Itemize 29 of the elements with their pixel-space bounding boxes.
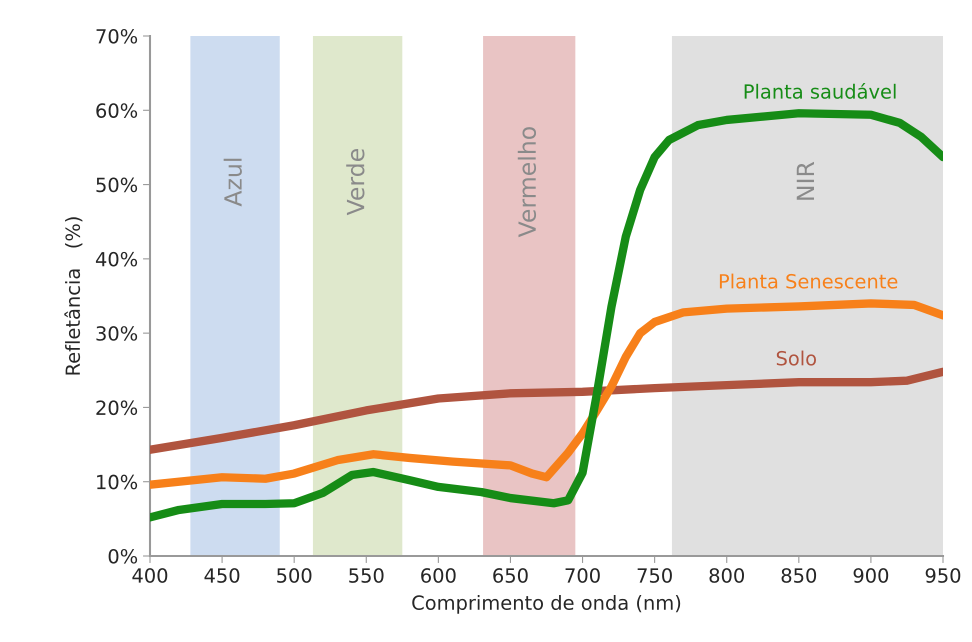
x-tick-label: 500	[277, 568, 312, 583]
x-tick-label: 650	[493, 568, 528, 583]
x-tick-label: 450	[204, 568, 240, 583]
band-label: Verde	[346, 149, 364, 216]
y-tick-label: 40%	[96, 252, 138, 267]
series-label: Planta Senescente	[720, 274, 898, 289]
x-tick-label: 700	[566, 568, 600, 583]
y-axis-title: Refletância (%)	[64, 217, 82, 375]
x-tick-label: 600	[421, 568, 456, 583]
x-tick-label: 950	[926, 568, 960, 583]
x-tick-label: 400	[132, 568, 168, 583]
x-tick-label: 850	[782, 568, 816, 583]
y-tick-label: 60%	[96, 103, 138, 118]
band-label: Azul	[224, 158, 242, 206]
y-tick-label: 0%	[108, 548, 138, 564]
y-tick-label: 50%	[96, 178, 138, 192]
y-tick-label: 70%	[96, 28, 138, 44]
x-tick-label: 900	[854, 568, 888, 583]
band-label: Vermelho	[518, 127, 536, 238]
y-tick-label: 10%	[97, 474, 138, 490]
x-tick-label: 750	[638, 568, 672, 583]
series-label: Solo	[776, 350, 816, 366]
x-tick-label: 550	[349, 568, 384, 583]
x-tick-label: 800	[709, 568, 744, 583]
y-tick-label: 30%	[96, 326, 138, 341]
y-tick-label: 20%	[96, 400, 138, 416]
x-axis-title: Comprimento de onda (nm)	[412, 594, 680, 614]
band-label: NIR	[796, 162, 814, 200]
series-label: Planta saudável	[744, 83, 896, 99]
